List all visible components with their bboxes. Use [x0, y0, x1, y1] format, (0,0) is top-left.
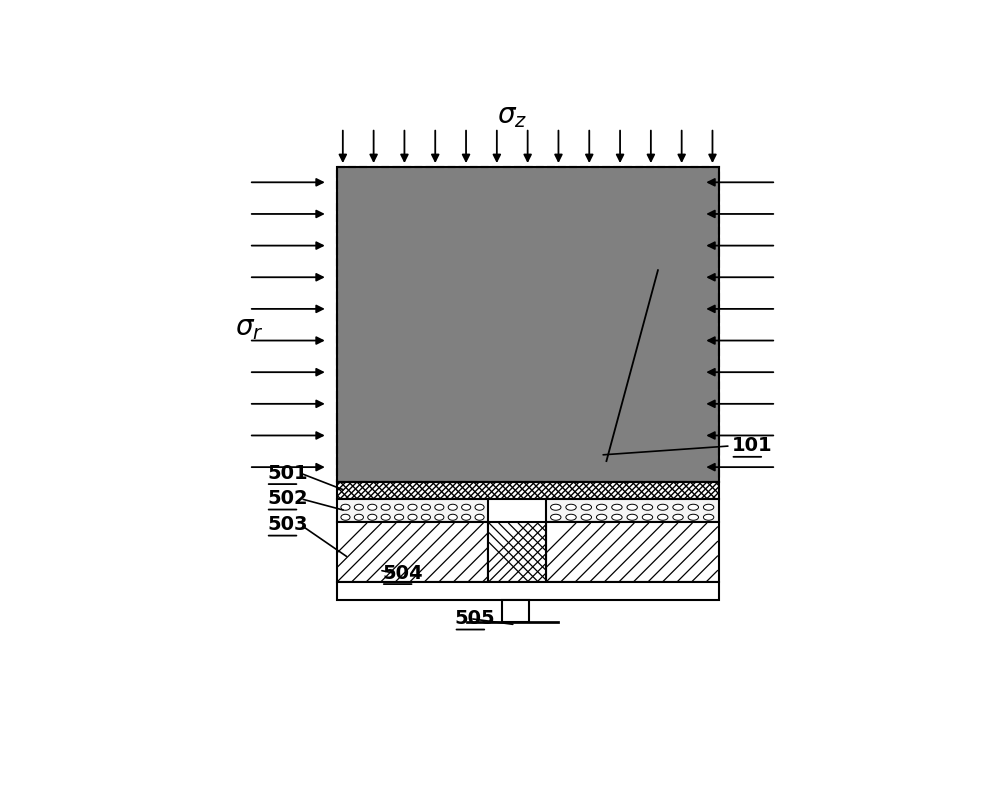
Ellipse shape [421, 504, 430, 510]
Text: 101: 101 [732, 437, 772, 456]
Ellipse shape [703, 514, 714, 520]
Text: 504: 504 [382, 563, 423, 582]
Ellipse shape [642, 514, 653, 520]
Text: 502: 502 [267, 490, 308, 508]
Ellipse shape [475, 514, 484, 520]
Ellipse shape [551, 504, 561, 510]
Ellipse shape [673, 514, 683, 520]
Ellipse shape [703, 504, 714, 510]
Bar [337, 523, 488, 582]
Text: $\sigma_r$: $\sigma_r$ [235, 314, 263, 342]
Ellipse shape [627, 504, 637, 510]
Ellipse shape [341, 514, 350, 520]
Bar [337, 482, 719, 499]
Bar [337, 167, 719, 482]
Ellipse shape [408, 504, 417, 510]
Ellipse shape [688, 514, 699, 520]
Text: 503: 503 [267, 515, 308, 534]
Ellipse shape [627, 514, 637, 520]
Bar [337, 167, 719, 482]
Ellipse shape [642, 504, 653, 510]
Ellipse shape [395, 504, 404, 510]
Ellipse shape [341, 504, 350, 510]
Text: 505: 505 [455, 609, 496, 628]
Ellipse shape [368, 504, 377, 510]
Ellipse shape [354, 514, 363, 520]
Ellipse shape [566, 504, 576, 510]
Ellipse shape [354, 504, 363, 510]
Bar [488, 523, 546, 582]
Ellipse shape [658, 504, 668, 510]
Bar [337, 482, 719, 499]
Bar [337, 499, 488, 523]
Text: $\sigma_z$: $\sigma_z$ [497, 102, 528, 130]
Ellipse shape [612, 514, 622, 520]
Ellipse shape [612, 504, 622, 510]
Ellipse shape [596, 514, 607, 520]
Ellipse shape [596, 504, 607, 510]
Text: 501: 501 [267, 464, 308, 482]
Ellipse shape [435, 504, 444, 510]
Ellipse shape [462, 514, 471, 520]
Ellipse shape [673, 504, 683, 510]
Bar [546, 499, 719, 523]
Ellipse shape [448, 514, 457, 520]
Ellipse shape [421, 514, 430, 520]
Ellipse shape [581, 504, 592, 510]
Ellipse shape [368, 514, 377, 520]
Ellipse shape [462, 504, 471, 510]
Ellipse shape [658, 514, 668, 520]
Ellipse shape [395, 514, 404, 520]
Ellipse shape [448, 504, 457, 510]
Bar [337, 482, 719, 499]
Ellipse shape [408, 514, 417, 520]
Ellipse shape [381, 514, 390, 520]
Bar [502, 600, 529, 622]
Ellipse shape [435, 514, 444, 520]
Bar [546, 523, 719, 582]
Ellipse shape [688, 504, 699, 510]
Ellipse shape [475, 504, 484, 510]
Bar [337, 582, 719, 600]
Ellipse shape [381, 504, 390, 510]
Ellipse shape [581, 514, 592, 520]
Ellipse shape [566, 514, 576, 520]
Ellipse shape [551, 514, 561, 520]
